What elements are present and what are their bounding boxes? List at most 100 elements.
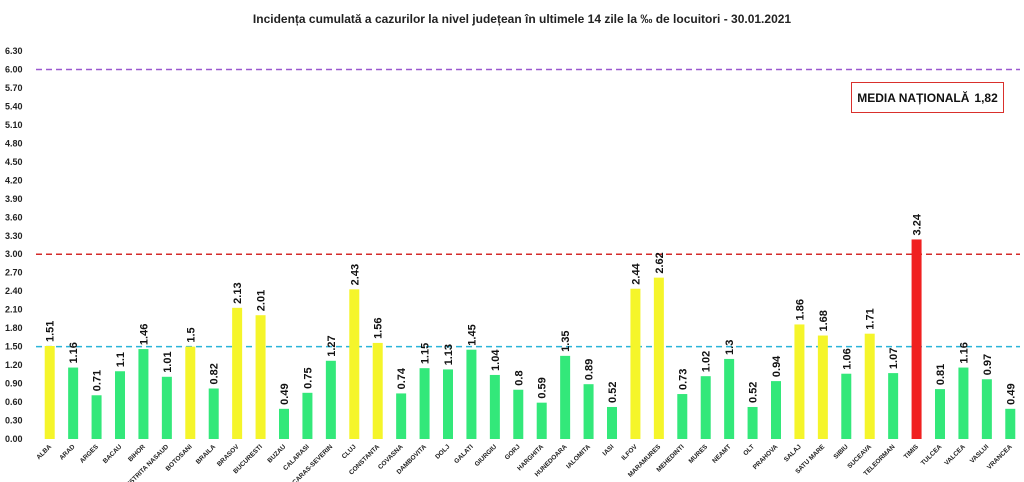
y-tick-label: 1.20 <box>5 360 23 370</box>
data-label: 0.52 <box>748 382 760 403</box>
bar-harghita <box>536 402 547 439</box>
y-tick-label: 3.60 <box>5 212 23 222</box>
data-label: 1.06 <box>841 348 853 369</box>
x-tick-label: GIURGIU <box>474 443 499 468</box>
data-label: 2.13 <box>232 282 244 303</box>
data-label: 1.3 <box>724 340 736 355</box>
x-tick-label: ILFOV <box>620 443 639 462</box>
y-tick-label: 3.90 <box>5 194 23 204</box>
data-label: 1.02 <box>701 351 713 372</box>
bar-constanta <box>372 342 383 439</box>
y-tick-label: 4.80 <box>5 138 23 148</box>
bar-ilfov <box>630 288 641 439</box>
x-tick-label: MURES <box>688 443 710 465</box>
bar-buzau <box>279 408 289 439</box>
bar-prahova <box>771 381 781 439</box>
bar-gorj <box>513 389 524 439</box>
bar-bistrita-nasaud <box>161 376 172 439</box>
bar-covasna <box>396 393 407 439</box>
chart-title: Incidența cumulată a cazurilor la nivel … <box>253 12 792 26</box>
data-label: 0.49 <box>1005 383 1017 404</box>
x-tick-label: NEAMT <box>711 443 732 464</box>
national-average-annotation: MEDIA NAȚIONALĂ 1,82 <box>851 82 1004 113</box>
bar-maramures <box>653 277 664 439</box>
data-label: 1.1 <box>115 352 127 367</box>
bars <box>44 239 1016 439</box>
data-label: 1.51 <box>45 321 57 342</box>
bar-cluj <box>349 289 360 439</box>
x-tick-label: VASLUI <box>969 443 991 465</box>
x-tick-label: GALATI <box>453 443 475 465</box>
bar-iasi <box>607 406 617 439</box>
y-tick-label: 3.00 <box>5 249 23 259</box>
data-label: 1.15 <box>420 343 432 364</box>
x-tick-label: PRAHOVA <box>752 443 780 471</box>
bar-bihor <box>138 349 149 439</box>
data-label: 1.86 <box>794 299 806 320</box>
x-tick-label: IASI <box>602 443 616 457</box>
data-label: 0.97 <box>982 354 994 375</box>
y-tick-label: 4.50 <box>5 157 23 167</box>
y-tick-label: 2.70 <box>5 268 23 278</box>
y-tick-label: 2.40 <box>5 286 23 296</box>
bar-vaslui <box>981 379 992 439</box>
data-label: 0.81 <box>935 364 947 385</box>
bar-teleorman <box>888 373 899 439</box>
y-tick-label: 5.40 <box>5 101 23 111</box>
data-label: 3.24 <box>912 213 924 235</box>
x-tick-label: SIBIU <box>832 443 849 460</box>
y-tick-label: 4.20 <box>5 175 23 185</box>
x-tick-label: ARAD <box>58 443 76 461</box>
y-axis: 0.00 0.30 0.60 0.90 1.20 1.50 1.80 2.10 2.40 2.70… <box>5 46 23 444</box>
bar-galati <box>466 349 477 439</box>
bar-dolj <box>443 369 453 439</box>
data-label: 1.13 <box>443 344 455 365</box>
data-label: 1.04 <box>490 349 502 371</box>
bar-arad <box>68 367 79 439</box>
bar-vrancea <box>1005 408 1016 439</box>
data-label: 1.5 <box>185 327 197 342</box>
x-tick-label: DOLJ <box>434 443 451 460</box>
bar-hunedoara <box>560 355 571 439</box>
bar-botosani <box>185 346 196 439</box>
bar-bucuresti <box>255 315 266 439</box>
bar-salaj <box>794 324 805 439</box>
y-tick-label: 0.60 <box>5 397 23 407</box>
x-tick-label: VRANCEA <box>986 443 1014 471</box>
bar-valcea <box>958 367 969 439</box>
data-label: 1.56 <box>373 318 385 339</box>
x-tick-label: TIMIS <box>903 443 921 461</box>
national-average-label: MEDIA NAȚIONALĂ <box>857 90 970 105</box>
data-label: 0.89 <box>584 359 596 380</box>
bar-brasov <box>232 307 243 439</box>
data-label: 1.16 <box>68 342 80 363</box>
data-label: 1.07 <box>888 348 900 369</box>
bar-timis <box>911 239 922 439</box>
y-tick-label: 5.70 <box>5 83 23 93</box>
data-label: 0.59 <box>537 377 549 398</box>
bar-mures <box>700 376 711 439</box>
data-label: 0.82 <box>209 363 221 384</box>
y-tick-label: 2.10 <box>5 305 23 315</box>
data-label: 2.01 <box>256 290 268 311</box>
y-tick-label: 6.00 <box>5 64 23 74</box>
x-tick-label: IALOMITA <box>565 443 592 470</box>
bar-arges <box>91 395 102 439</box>
bar-caras-severin <box>325 360 336 439</box>
data-label: 0.74 <box>396 367 408 389</box>
data-label: 0.71 <box>92 370 104 391</box>
bar-mehedinti <box>677 394 688 439</box>
data-label: 1.71 <box>865 308 877 329</box>
bar-olt <box>747 406 758 439</box>
data-label: 0.94 <box>771 355 783 377</box>
bar-calarasi <box>302 392 313 439</box>
data-label: 0.52 <box>607 382 619 403</box>
data-label: 1.16 <box>958 342 970 363</box>
bar-satu-mare <box>817 335 828 439</box>
threshold-lines <box>36 68 1020 348</box>
data-label: 0.73 <box>677 369 689 390</box>
x-tick-label: SALAJ <box>783 443 803 463</box>
bar-giurgiu <box>489 374 500 439</box>
